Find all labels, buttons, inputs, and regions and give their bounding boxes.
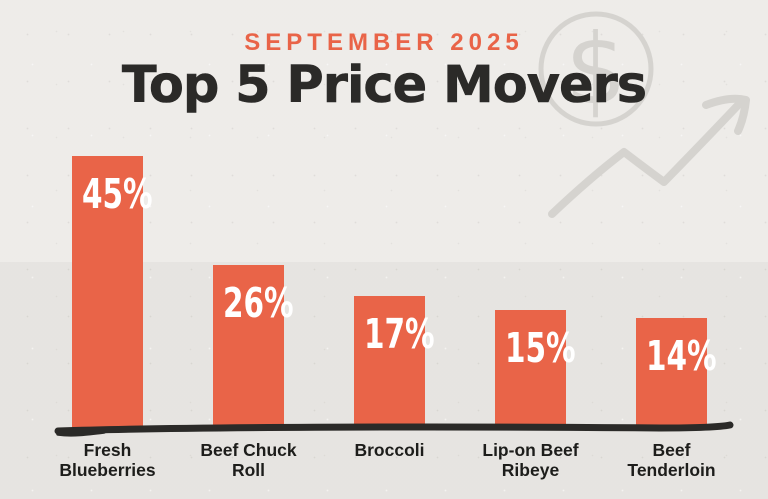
category-label: Beef Chuck Roll bbox=[200, 440, 297, 480]
subtitle: SEPTEMBER 2025 bbox=[244, 29, 524, 56]
bar-value-label: 14% bbox=[645, 332, 717, 380]
bar-value-label: 15% bbox=[504, 324, 576, 372]
category-label: Lip-on Beef Ribeye bbox=[482, 440, 579, 480]
bar-2: 26% bbox=[213, 265, 294, 428]
bar-value-label: 26% bbox=[222, 279, 294, 327]
page-title: Top 5 Price Movers bbox=[121, 56, 648, 116]
bar-value-label: 45% bbox=[81, 170, 153, 218]
category-label: Beef Tenderloin bbox=[627, 440, 716, 480]
category-label: Broccoli bbox=[354, 440, 425, 460]
bar-1: 45% bbox=[72, 156, 153, 428]
bar-3: 17% bbox=[354, 296, 435, 428]
bar-value-label: 17% bbox=[363, 310, 435, 358]
bar-4: 15% bbox=[495, 310, 576, 428]
bar-5: 14% bbox=[636, 318, 717, 428]
category-label: Fresh Blueberries bbox=[59, 440, 156, 480]
